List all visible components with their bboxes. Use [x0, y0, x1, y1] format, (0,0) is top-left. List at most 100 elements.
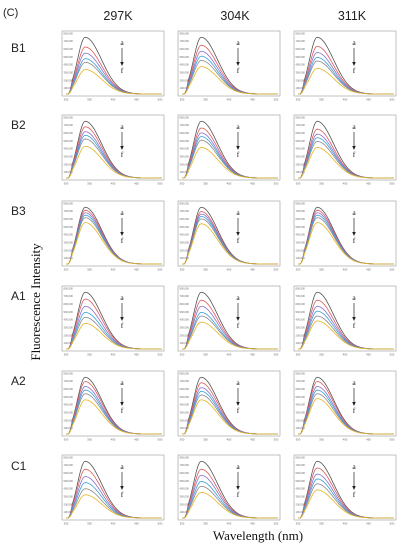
y-tick-label: 400,000 [180, 233, 190, 237]
panel-grid: 100,000 200,000 300,000 400,000 500,000 600,0… [61, 30, 397, 526]
curve-e [298, 315, 394, 350]
arrow-label-f: f [237, 150, 240, 159]
arrow-label-f: f [353, 150, 356, 159]
x-tick-label: 500 [274, 522, 279, 526]
x-tick-label: 300 [296, 98, 301, 102]
x-tick-label: 400 [227, 98, 232, 102]
arrow-label-a: a [236, 293, 240, 302]
y-tick-label: 200,000 [64, 418, 74, 422]
curve-f [298, 489, 394, 519]
y-tick-label: 400,000 [64, 233, 74, 237]
y-tick-label: 300,000 [180, 326, 190, 330]
y-tick-label: 800,000 [296, 286, 306, 290]
x-tick-label: 300 [296, 438, 301, 442]
y-tick-label: 500,000 [180, 310, 190, 314]
y-tick-label: 100,000 [64, 426, 74, 430]
y-tick-label: 300,000 [180, 411, 190, 415]
y-tick-label: 400,000 [296, 233, 306, 237]
arrow-label-f: f [353, 236, 356, 245]
panel-frame [293, 30, 397, 97]
x-tick-label: 500 [158, 182, 163, 186]
x-tick-label: 450 [250, 353, 255, 357]
arrow-label-a: a [236, 208, 240, 217]
column-header-311k: 311K [338, 9, 367, 23]
x-tick-label: 500 [390, 522, 395, 526]
arrow-label-a: a [120, 208, 124, 217]
arrow-label-a: a [352, 293, 356, 302]
arrow-head [120, 402, 124, 406]
y-tick-label: 700,000 [64, 123, 74, 127]
arrow-label-f: f [237, 406, 240, 415]
panel-c1-297k: 100,000 200,000 300,000 400,000 500,000 600,0… [61, 454, 165, 526]
x-tick-label: 400 [111, 182, 116, 186]
y-tick-label: 800,000 [180, 31, 190, 35]
arrow-head [236, 402, 240, 406]
y-tick-label: 800,000 [64, 201, 74, 205]
y-tick-label: 200,000 [64, 248, 74, 252]
x-tick-label: 300 [180, 438, 185, 442]
y-tick-label: 700,000 [180, 379, 190, 383]
curve-f [66, 222, 162, 265]
y-tick-label: 100,000 [180, 426, 190, 430]
arrow-head [120, 146, 124, 150]
y-tick-label: 200,000 [64, 162, 74, 166]
panel-b2-297k: 100,000 200,000 300,000 400,000 500,000 600,0… [61, 114, 165, 186]
x-tick-label: 350 [319, 98, 324, 102]
curve-b [66, 381, 162, 435]
y-tick-label: 400,000 [180, 63, 190, 67]
x-tick-label: 350 [203, 182, 208, 186]
y-tick-label: 200,000 [296, 248, 306, 252]
panel-frame [293, 454, 397, 521]
curve-f [182, 491, 278, 519]
x-tick-label: 350 [319, 182, 324, 186]
row-label-c1: C1 [11, 459, 27, 473]
curve-e [298, 140, 394, 179]
curve-f [182, 66, 278, 95]
x-tick-label: 500 [158, 268, 163, 272]
x-tick-label: 300 [296, 268, 301, 272]
y-tick-label: 800,000 [64, 455, 74, 459]
y-tick-label: 100,000 [296, 510, 306, 514]
y-tick-label: 700,000 [296, 379, 306, 383]
y-tick-label: 300,000 [64, 411, 74, 415]
x-tick-label: 450 [134, 182, 139, 186]
arrow-label-a: a [352, 462, 356, 471]
y-tick-label: 500,000 [64, 479, 74, 483]
curve-f [298, 67, 394, 95]
arrow-label-a: a [352, 38, 356, 47]
x-tick-label: 450 [250, 438, 255, 442]
x-tick-label: 400 [343, 438, 348, 442]
y-tick-label: 300,000 [64, 326, 74, 330]
x-tick-label: 450 [134, 353, 139, 357]
x-tick-label: 300 [64, 98, 69, 102]
panel-frame [293, 200, 397, 267]
panel-a2-297k: 100,000 200,000 300,000 400,000 500,000 600,0… [61, 370, 165, 442]
x-axis-label: Wavelength (nm) [213, 528, 303, 543]
x-tick-label: 300 [64, 353, 69, 357]
y-tick-label: 700,000 [296, 123, 306, 127]
y-tick-label: 600,000 [296, 131, 306, 135]
y-tick-label: 800,000 [296, 455, 306, 459]
panel-b1-311k: 100,000 200,000 300,000 400,000 500,000 600,0… [293, 30, 397, 102]
y-tick-label: 400,000 [64, 63, 74, 67]
y-tick-label: 700,000 [180, 463, 190, 467]
y-tick-label: 400,000 [64, 403, 74, 407]
panel-frame [293, 285, 397, 352]
curve-c [298, 473, 394, 519]
arrow-label-a: a [236, 378, 240, 387]
panel-frame [177, 200, 281, 267]
x-tick-label: 450 [366, 268, 371, 272]
x-tick-label: 500 [274, 353, 279, 357]
x-tick-label: 450 [366, 522, 371, 526]
y-tick-label: 500,000 [296, 479, 306, 483]
y-tick-label: 700,000 [296, 294, 306, 298]
panel-label: (C) [3, 7, 18, 19]
y-tick-label: 200,000 [180, 78, 190, 82]
y-tick-label: 300,000 [296, 71, 306, 75]
x-tick-label: 450 [134, 98, 139, 102]
x-tick-label: 450 [250, 182, 255, 186]
panel-frame [177, 30, 281, 97]
x-tick-label: 500 [158, 353, 163, 357]
y-tick-label: 800,000 [64, 286, 74, 290]
